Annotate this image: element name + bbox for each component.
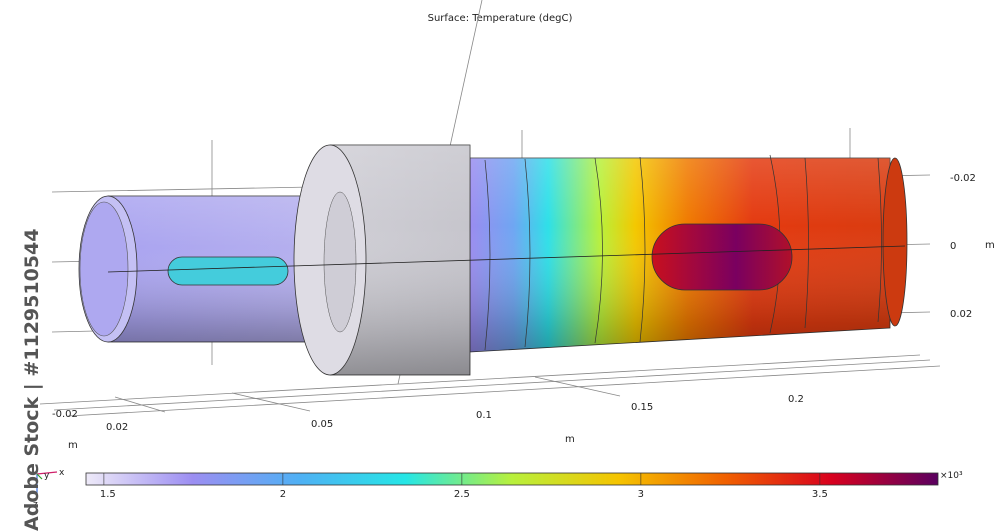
z-tick: 0 [950,241,956,252]
colorbar-tick-label: 1.5 [100,489,116,500]
triad-x-label: x [59,468,65,478]
colorbar: 1.5 2 2.5 3 3.5 ×10³ [85,471,963,500]
z-axis-label: m [985,240,995,251]
y-tick: -0.02 [52,409,78,420]
colorbar-tick-label: 3 [638,489,644,500]
triad-y-label: y [44,471,50,481]
colorbar-tick-label: 2 [280,489,286,500]
x-tick: 0.05 [311,419,333,430]
z-tick: -0.02 [950,173,976,184]
colorbar-tick-label: 3.5 [812,489,828,500]
shaft-right-end-face [882,157,908,327]
x-tick: 0.15 [631,402,653,413]
axis-triad: x y z [33,468,65,509]
x-axis-label: m [565,434,575,445]
keyway-right [651,223,793,291]
keyway-left [167,256,289,286]
plot-canvas: Surface: Temperature (degC) [33,0,995,509]
y-tick: 0.02 [106,422,128,433]
watermark: Adobe Stock | #1129510544 [21,228,43,531]
x-tick: 0.2 [788,394,804,405]
colorbar-gradient [85,472,939,486]
colorbar-multiplier: ×10³ [940,471,963,481]
shaft-axis-line [107,245,906,273]
plot-title: Surface: Temperature (degC) [428,13,573,24]
triad-z-label: z [33,500,38,509]
colorbar-tick-label: 2.5 [454,489,470,500]
x-tick: 0.1 [476,410,492,421]
y-axis-label: m [68,440,78,451]
z-tick: 0.02 [950,309,972,320]
